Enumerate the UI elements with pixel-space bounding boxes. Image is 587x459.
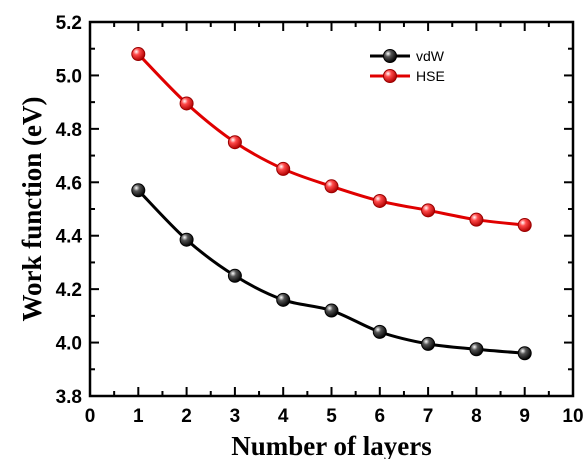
data-point-vdw <box>517 346 532 361</box>
data-point-hse <box>421 203 436 218</box>
x-tick-label: 2 <box>181 406 192 427</box>
x-tick-label: 4 <box>278 406 289 427</box>
y-axis-title: Work function (eV) <box>17 97 47 322</box>
data-point-hse <box>227 135 242 150</box>
x-tick-label: 7 <box>423 406 434 427</box>
x-tick-label: 10 <box>562 406 583 427</box>
y-tick-label: 5.2 <box>56 13 82 34</box>
legend: vdW HSE <box>370 48 445 84</box>
x-axis-title: Number of layers <box>231 431 431 459</box>
y-tick-label: 5.0 <box>56 66 82 87</box>
y-tick-label: 4.6 <box>56 173 82 194</box>
data-point-vdw <box>324 303 339 318</box>
data-point-vdw <box>276 292 291 307</box>
data-point-vdw <box>179 232 194 247</box>
legend-label-hse: HSE <box>416 68 445 84</box>
data-point-hse <box>179 96 194 111</box>
series-line-vdw <box>137 189 525 355</box>
x-tick-label: 8 <box>471 406 482 427</box>
data-point-hse <box>276 161 291 176</box>
data-point-vdw <box>227 268 242 283</box>
x-tick-label: 1 <box>133 406 144 427</box>
data-point-hse <box>469 212 484 227</box>
x-tick-label: 3 <box>230 406 241 427</box>
data-point-vdw <box>469 342 484 357</box>
x-tick-label: 5 <box>326 406 337 427</box>
data-point-hse <box>372 193 387 208</box>
legend-label-vdw: vdW <box>416 48 445 64</box>
data-point-hse <box>324 179 339 194</box>
data-point-vdw <box>372 324 387 339</box>
axes: 0 1 2 3 4 5 6 7 8 9 10 3.8 4.0 4.2 4.4 4.6 4.8 5.0 5.2 <box>56 13 584 427</box>
y-tick-label: 4.0 <box>56 334 82 355</box>
data-point-hse <box>131 47 146 62</box>
data-point-vdw <box>131 183 146 198</box>
y-tick-label: 4.8 <box>56 120 82 141</box>
plot-area <box>131 47 532 361</box>
data-point-hse <box>517 218 532 233</box>
series-line-hse <box>137 53 525 227</box>
legend-marker-vdw <box>383 49 397 63</box>
x-tick-label: 6 <box>375 406 386 427</box>
data-point-vdw <box>421 336 436 351</box>
legend-marker-hse <box>383 69 397 83</box>
y-tick-label: 3.8 <box>56 387 82 408</box>
y-tick-label: 4.2 <box>56 280 82 301</box>
y-tick-label: 4.4 <box>56 227 83 248</box>
x-tick-label: 0 <box>85 406 96 427</box>
x-tick-label: 9 <box>519 406 530 427</box>
